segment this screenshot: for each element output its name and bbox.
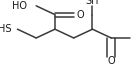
Text: O: O (76, 10, 84, 20)
Text: HO: HO (12, 1, 27, 11)
Text: HS: HS (0, 24, 11, 34)
Text: O: O (107, 56, 115, 66)
Text: SH: SH (86, 0, 99, 6)
